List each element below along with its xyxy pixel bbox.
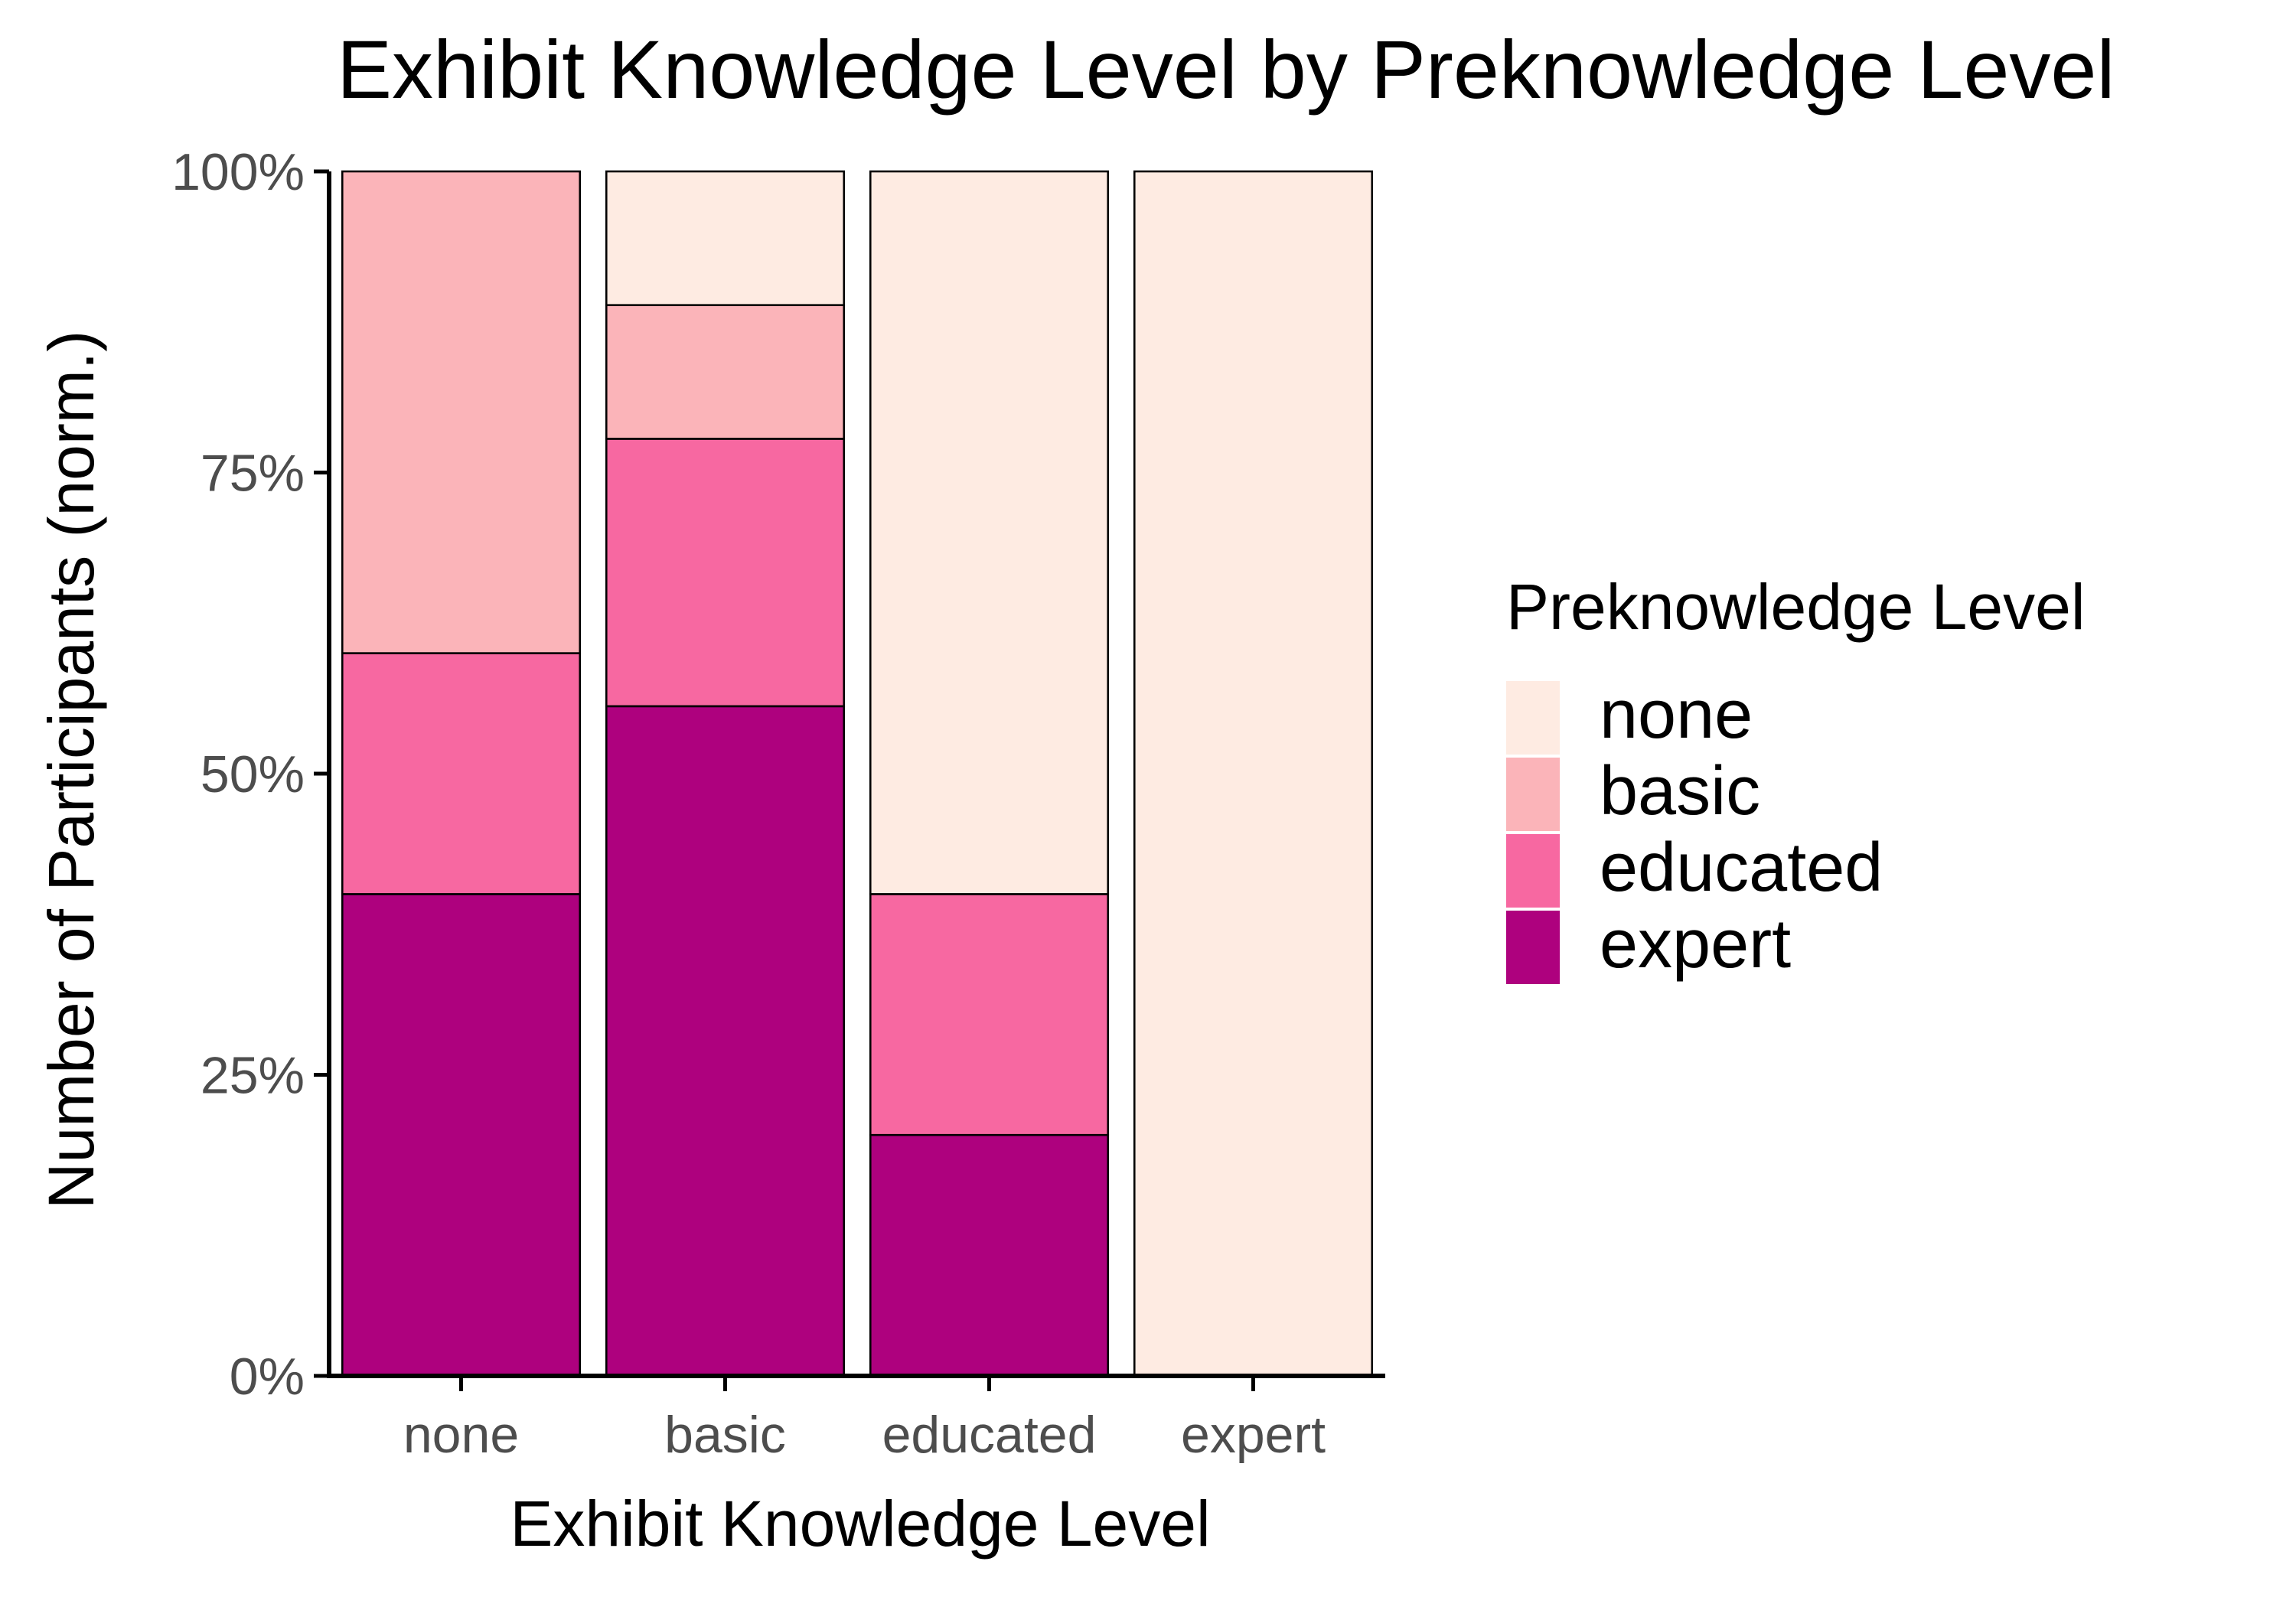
bar-segment-educated-expert: [869, 1133, 1110, 1377]
bar-segment-none-expert: [341, 893, 582, 1377]
y-tick-label-50: 50%: [201, 745, 305, 804]
bar-layer: [341, 170, 1374, 1377]
legend-key-educated: [1506, 834, 1560, 908]
bar-segment-basic-expert: [605, 705, 846, 1377]
legend-key-basic: [1506, 758, 1560, 831]
axes-layer: 0% 25% 50% 75% 100% none basic educated expert: [171, 143, 1385, 1464]
bar-segment-none-educated: [341, 652, 582, 895]
legend-label-expert: expert: [1600, 906, 1791, 983]
bar-segment-expert-none: [1133, 170, 1374, 1377]
bar-segment-basic-basic: [605, 304, 846, 440]
y-axis-label: Number of Participants (norm.): [35, 331, 107, 1209]
x-tick-label-none: none: [403, 1406, 519, 1464]
legend-key-expert: [1506, 911, 1560, 984]
x-axis-label: Exhibit Knowledge Level: [510, 1488, 1210, 1560]
y-tick-label-100: 100%: [171, 143, 305, 201]
bar-segment-none-basic: [341, 170, 582, 654]
legend-key-none: [1506, 681, 1560, 755]
x-tick-label-expert: expert: [1181, 1406, 1326, 1464]
y-tick-label-75: 75%: [201, 445, 305, 503]
bar-segment-educated-none: [869, 170, 1110, 895]
bar-segment-educated-educated: [869, 893, 1110, 1136]
chart-title: Exhibit Knowledge Level by Preknowledge …: [337, 23, 2115, 116]
x-tick-label-educated: educated: [882, 1406, 1097, 1464]
x-tick-label-basic: basic: [664, 1406, 786, 1464]
legend-title: Preknowledge Level: [1506, 571, 2086, 643]
bar-segment-basic-educated: [605, 438, 846, 708]
bar-segment-basic-none: [605, 170, 846, 307]
y-tick-label-25: 25%: [201, 1047, 305, 1105]
legend-label-none: none: [1600, 676, 1753, 753]
legend-label-educated: educated: [1600, 830, 1883, 906]
y-tick-label-0: 0%: [230, 1348, 305, 1406]
legend: Preknowledge Level nonebasiceducatedexpe…: [1506, 571, 2086, 984]
legend-label-basic: basic: [1600, 753, 1760, 830]
